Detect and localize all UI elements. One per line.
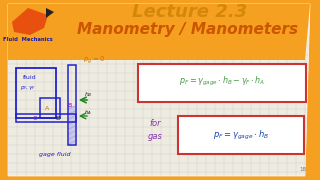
Text: $p_F = \gamma_{gage} \cdot h_B$: $p_F = \gamma_{gage} \cdot h_B$ — [213, 129, 269, 141]
Text: Lecture 2.3: Lecture 2.3 — [132, 3, 248, 21]
Text: $p_F,\gamma_F$: $p_F,\gamma_F$ — [20, 84, 36, 92]
Text: 18: 18 — [299, 167, 306, 172]
Text: A: A — [45, 106, 49, 111]
Polygon shape — [12, 8, 48, 35]
Polygon shape — [46, 8, 54, 18]
Polygon shape — [8, 4, 310, 60]
Bar — [16, 68, 56, 118]
Text: $p_F = \gamma_{gage} \cdot h_B - \gamma_F \cdot h_A$: $p_F = \gamma_{gage} \cdot h_B - \gamma_… — [179, 75, 265, 87]
Text: gage fluid: gage fluid — [39, 152, 71, 157]
Text: Fluid  Mechanics: Fluid Mechanics — [3, 37, 53, 42]
Text: D: D — [56, 116, 60, 121]
Bar — [40, 98, 60, 118]
Text: fluid: fluid — [23, 75, 37, 80]
Text: B: B — [68, 103, 72, 108]
Text: for
gas: for gas — [148, 119, 163, 141]
Bar — [16, 114, 76, 122]
Bar — [138, 64, 306, 102]
Polygon shape — [8, 4, 310, 176]
Bar — [69, 106, 75, 144]
Text: Manometry / Manometers: Manometry / Manometers — [77, 22, 299, 37]
Text: C: C — [33, 116, 37, 121]
Text: $h_B$: $h_B$ — [84, 91, 93, 99]
Bar — [68, 65, 76, 145]
Text: $h_A$: $h_A$ — [84, 109, 92, 118]
Text: $p_g=0$: $p_g=0$ — [83, 54, 105, 66]
Bar — [178, 116, 304, 154]
